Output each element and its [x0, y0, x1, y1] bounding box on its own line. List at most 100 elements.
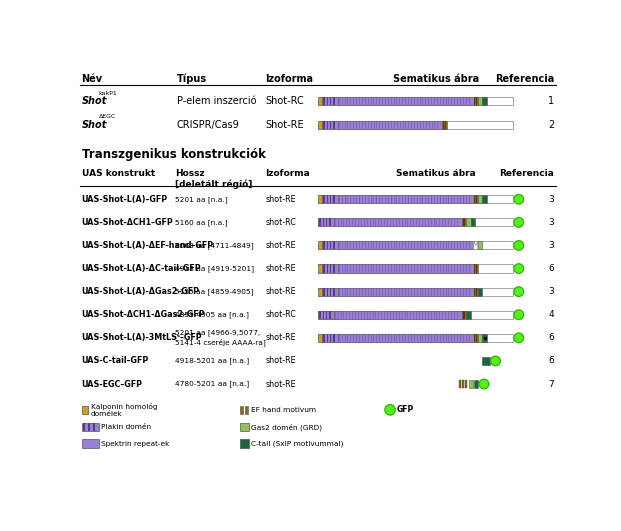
- FancyBboxPatch shape: [353, 97, 354, 106]
- FancyBboxPatch shape: [362, 334, 363, 342]
- FancyBboxPatch shape: [405, 195, 406, 203]
- FancyBboxPatch shape: [326, 218, 327, 226]
- FancyBboxPatch shape: [411, 264, 412, 272]
- FancyBboxPatch shape: [451, 288, 452, 296]
- FancyBboxPatch shape: [353, 288, 354, 296]
- FancyBboxPatch shape: [376, 195, 378, 203]
- FancyBboxPatch shape: [362, 97, 363, 106]
- FancyBboxPatch shape: [350, 288, 351, 296]
- FancyBboxPatch shape: [419, 311, 420, 319]
- FancyBboxPatch shape: [330, 242, 332, 250]
- FancyBboxPatch shape: [379, 121, 381, 129]
- FancyBboxPatch shape: [330, 264, 332, 272]
- FancyBboxPatch shape: [338, 97, 474, 106]
- FancyBboxPatch shape: [390, 311, 391, 319]
- FancyBboxPatch shape: [476, 334, 477, 342]
- FancyBboxPatch shape: [338, 121, 443, 129]
- FancyBboxPatch shape: [379, 97, 380, 106]
- FancyBboxPatch shape: [343, 218, 345, 226]
- FancyBboxPatch shape: [482, 357, 490, 365]
- FancyBboxPatch shape: [388, 195, 389, 203]
- FancyBboxPatch shape: [445, 121, 446, 129]
- FancyBboxPatch shape: [428, 121, 430, 129]
- FancyBboxPatch shape: [466, 218, 471, 226]
- FancyBboxPatch shape: [342, 242, 343, 250]
- FancyBboxPatch shape: [431, 264, 432, 272]
- Text: 7: 7: [548, 380, 555, 389]
- FancyBboxPatch shape: [324, 195, 325, 203]
- FancyBboxPatch shape: [342, 264, 343, 272]
- Text: UAS konstrukt: UAS konstrukt: [81, 169, 155, 178]
- FancyBboxPatch shape: [425, 288, 427, 296]
- FancyBboxPatch shape: [338, 288, 474, 296]
- FancyBboxPatch shape: [245, 406, 248, 414]
- FancyBboxPatch shape: [376, 288, 378, 296]
- FancyBboxPatch shape: [460, 288, 461, 296]
- FancyBboxPatch shape: [413, 218, 414, 226]
- FancyBboxPatch shape: [356, 121, 357, 129]
- FancyBboxPatch shape: [466, 334, 467, 342]
- Text: shot-RE: shot-RE: [265, 380, 296, 389]
- FancyBboxPatch shape: [474, 97, 475, 106]
- FancyBboxPatch shape: [93, 423, 95, 431]
- FancyBboxPatch shape: [417, 97, 418, 106]
- FancyBboxPatch shape: [368, 288, 369, 296]
- FancyBboxPatch shape: [462, 380, 464, 388]
- FancyBboxPatch shape: [364, 311, 365, 319]
- FancyBboxPatch shape: [385, 242, 386, 250]
- FancyBboxPatch shape: [417, 264, 418, 272]
- Text: Plakin domén: Plakin domén: [101, 424, 151, 430]
- FancyBboxPatch shape: [417, 288, 418, 296]
- FancyBboxPatch shape: [419, 218, 420, 226]
- FancyBboxPatch shape: [399, 311, 400, 319]
- FancyBboxPatch shape: [460, 334, 461, 342]
- FancyBboxPatch shape: [339, 334, 340, 342]
- Text: 6: 6: [548, 264, 555, 273]
- FancyBboxPatch shape: [352, 311, 353, 319]
- Text: GFP: GFP: [397, 405, 414, 414]
- FancyBboxPatch shape: [411, 97, 412, 106]
- FancyBboxPatch shape: [416, 218, 417, 226]
- FancyBboxPatch shape: [416, 311, 417, 319]
- FancyBboxPatch shape: [474, 195, 475, 203]
- Text: shot-RE: shot-RE: [265, 287, 296, 296]
- FancyBboxPatch shape: [417, 121, 418, 129]
- FancyBboxPatch shape: [405, 334, 406, 342]
- FancyBboxPatch shape: [434, 242, 435, 250]
- FancyBboxPatch shape: [333, 242, 335, 250]
- Circle shape: [514, 310, 524, 320]
- FancyBboxPatch shape: [440, 195, 441, 203]
- FancyBboxPatch shape: [399, 218, 400, 226]
- FancyBboxPatch shape: [437, 334, 438, 342]
- FancyBboxPatch shape: [330, 334, 332, 342]
- FancyBboxPatch shape: [356, 242, 357, 250]
- Text: Sematikus ábra: Sematikus ábra: [396, 169, 476, 178]
- FancyBboxPatch shape: [466, 311, 471, 319]
- FancyBboxPatch shape: [381, 311, 383, 319]
- FancyBboxPatch shape: [478, 334, 483, 342]
- FancyBboxPatch shape: [396, 334, 397, 342]
- Text: ΔEGC: ΔEGC: [99, 114, 116, 119]
- FancyBboxPatch shape: [396, 195, 397, 203]
- FancyBboxPatch shape: [408, 288, 409, 296]
- FancyBboxPatch shape: [378, 218, 379, 226]
- Text: Shot-RE: Shot-RE: [265, 119, 304, 130]
- FancyBboxPatch shape: [448, 334, 450, 342]
- FancyBboxPatch shape: [431, 97, 432, 106]
- FancyBboxPatch shape: [373, 242, 374, 250]
- Circle shape: [514, 264, 524, 273]
- Circle shape: [385, 405, 396, 415]
- FancyBboxPatch shape: [359, 97, 360, 106]
- FancyBboxPatch shape: [368, 264, 369, 272]
- FancyBboxPatch shape: [420, 121, 421, 129]
- FancyBboxPatch shape: [379, 334, 380, 342]
- Text: EF hand motivum: EF hand motivum: [252, 407, 316, 413]
- FancyBboxPatch shape: [408, 97, 409, 106]
- FancyBboxPatch shape: [405, 264, 406, 272]
- FancyBboxPatch shape: [356, 288, 357, 296]
- FancyBboxPatch shape: [391, 242, 392, 250]
- FancyBboxPatch shape: [368, 121, 369, 129]
- Polygon shape: [474, 242, 478, 250]
- Text: Gas2 domén (GRD): Gas2 domén (GRD): [252, 423, 322, 431]
- FancyBboxPatch shape: [396, 264, 397, 272]
